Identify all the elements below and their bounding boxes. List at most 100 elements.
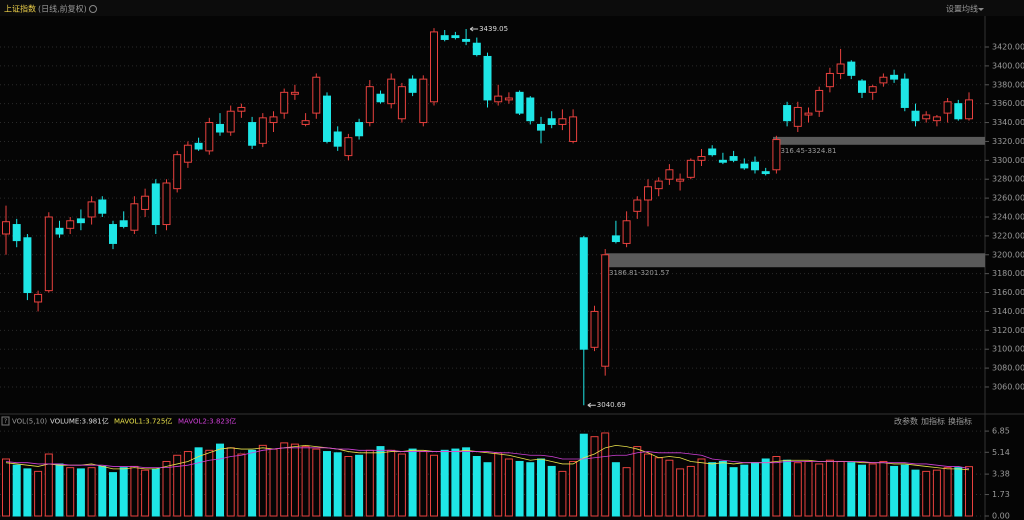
volume-bar [932, 469, 941, 517]
gap-label: 3316.45-3324.81 [776, 147, 836, 155]
y-tick-label: 1.73 [992, 490, 1010, 499]
candle-body [526, 97, 535, 122]
volume-bar [119, 467, 128, 517]
volume-bar [590, 436, 599, 517]
volume-bar [301, 446, 310, 517]
y-tick-label: 3300.00 [992, 156, 1024, 165]
candle-body [355, 122, 364, 137]
candle-body [804, 112, 813, 116]
volume-bar [483, 462, 492, 517]
candle-body [943, 101, 952, 114]
volume-bar [323, 451, 331, 517]
volume-bar [12, 464, 21, 517]
annotation-label: 3439.05 [479, 25, 508, 33]
volume-bar [141, 469, 150, 517]
candle-body [890, 74, 899, 80]
volume-bar [825, 459, 834, 517]
candle-body [55, 227, 64, 235]
candle-body [109, 224, 117, 244]
chart-title: 上证指数 [4, 4, 36, 14]
volume-bar [611, 462, 620, 517]
volume-bar [676, 468, 685, 517]
y-tick-label: 3080.00 [992, 364, 1024, 373]
volume-bar [547, 465, 556, 517]
volume-bar [162, 460, 171, 517]
toolbar-button[interactable]: 加指标 [921, 416, 945, 426]
toolbar-button[interactable]: 换指标 [948, 416, 972, 426]
candle-body [34, 293, 43, 303]
volume-bar [718, 460, 727, 517]
volume-bar [526, 462, 535, 517]
candle-body [515, 91, 524, 114]
candle-body [494, 95, 503, 103]
dropdown-arrow [978, 8, 984, 11]
volume-bar [783, 459, 792, 517]
candle-body [686, 159, 695, 178]
candle-body [665, 169, 674, 180]
volume-bar [183, 451, 192, 517]
candle-body [2, 221, 10, 235]
candle-body [151, 183, 160, 226]
legend-entry: VOLUME:3.981亿 [50, 417, 109, 426]
y-tick-label: 0.00 [992, 512, 1010, 520]
volume-bar [601, 432, 610, 517]
candle-body [98, 199, 107, 214]
candle-body [248, 122, 257, 146]
volume-bar [76, 468, 85, 517]
candle-body [654, 180, 663, 190]
volume-bar [216, 443, 224, 517]
toolbar-button[interactable]: 改参数 [894, 416, 918, 426]
candle-body [87, 201, 96, 218]
candle-body [183, 144, 192, 163]
candle-body [718, 159, 727, 163]
volume-bar [558, 470, 567, 517]
candle-body [397, 86, 406, 120]
subtitle: (日线,前复权) [38, 4, 87, 14]
candle-body [472, 42, 481, 56]
candle-body [569, 116, 578, 142]
top-bar [0, 0, 1024, 16]
y-tick-label: 3280.00 [992, 175, 1024, 184]
candle-body [965, 99, 973, 120]
candle-body [547, 118, 556, 125]
volume-bar [515, 460, 524, 517]
candle-body [430, 31, 438, 103]
y-tick-label: 3340.00 [992, 118, 1024, 127]
volume-bar [922, 470, 931, 517]
candle-body [751, 161, 759, 171]
volume-bar [761, 458, 770, 517]
volume-bar [55, 463, 64, 517]
volume-bar [900, 464, 909, 517]
panel-title: VOL(5,10) [12, 418, 47, 426]
candle-body [440, 35, 449, 40]
candle-body [825, 72, 834, 88]
volume-bar [633, 446, 642, 517]
candle-body [408, 78, 417, 93]
help-icon[interactable] [1, 416, 10, 426]
volume-bar [237, 453, 246, 517]
settings-icon[interactable] [89, 5, 97, 13]
candle-body [280, 91, 289, 114]
candle-body [622, 220, 631, 244]
ma-line [5, 447, 970, 470]
y-tick-label: 3240.00 [992, 212, 1024, 221]
volume-bar [173, 454, 182, 517]
volume-bar [205, 449, 214, 517]
annotation-label: 3040.69 [597, 401, 626, 409]
candle-body [130, 203, 139, 231]
volume-bar [44, 453, 53, 517]
volume-bar [66, 467, 75, 517]
volume-bar [451, 448, 460, 517]
candle-body [205, 122, 214, 152]
candle-body [708, 148, 717, 156]
settings-button[interactable]: 设置均线 [946, 4, 978, 14]
volume-bar [462, 447, 471, 517]
volume-bar [34, 470, 43, 517]
volume-bar [654, 457, 663, 517]
volume-bar [622, 467, 631, 517]
volume-bar [109, 472, 117, 517]
candle-body [601, 254, 610, 367]
candle-body [590, 310, 599, 348]
volume-bar [868, 463, 877, 517]
